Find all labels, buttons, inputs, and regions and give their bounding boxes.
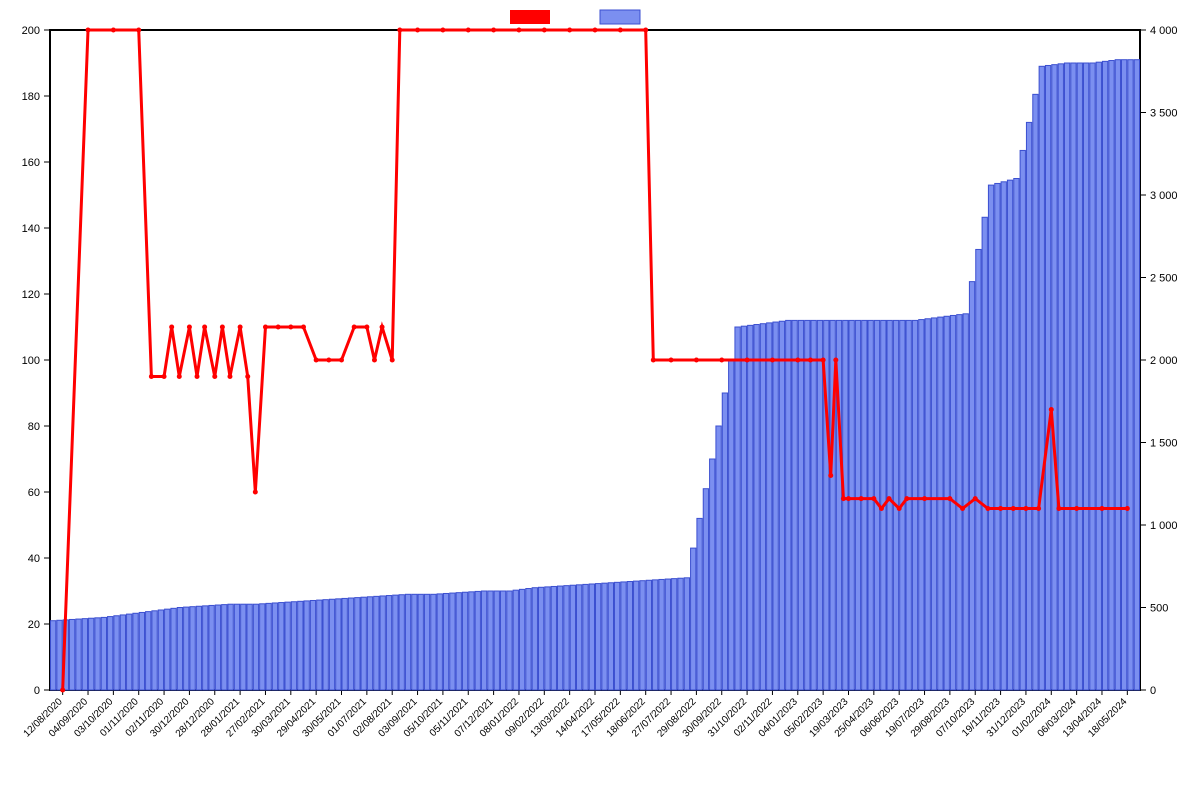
line-marker [846, 496, 851, 501]
line-marker [745, 358, 750, 363]
line-marker [833, 358, 838, 363]
line-marker [808, 358, 813, 363]
line-marker [887, 496, 892, 501]
line-marker [227, 374, 232, 379]
line-marker [301, 325, 306, 330]
line-marker [985, 506, 990, 511]
line-marker [149, 374, 154, 379]
line-marker [60, 688, 65, 693]
line-marker [253, 490, 258, 495]
y-right-tick-label: 0 [1150, 685, 1156, 697]
line-marker [795, 358, 800, 363]
line-marker [491, 28, 496, 33]
line-marker [397, 28, 402, 33]
dual-axis-chart: 0 20 40 60 80 100 120 140 160 180 200 0 500 1 000 1 50… [0, 0, 1200, 800]
line-marker [618, 28, 623, 33]
line-marker [466, 28, 471, 33]
line-marker [195, 374, 200, 379]
line-marker [1011, 506, 1016, 511]
y-right-tick-label: 3 000 [1150, 190, 1178, 202]
y-left-tick-label: 20 [28, 619, 40, 631]
line-marker [372, 358, 377, 363]
y-left-tick-label: 100 [22, 355, 40, 367]
line-marker [770, 358, 775, 363]
y-right-tick-label: 4 000 [1150, 25, 1178, 37]
line-marker [238, 325, 243, 330]
line-marker [1125, 506, 1130, 511]
y-right-tick-label: 3 500 [1150, 108, 1178, 120]
line-marker [516, 28, 521, 33]
line-marker [859, 496, 864, 501]
line-marker [841, 496, 846, 501]
legend-line-swatch [510, 10, 550, 24]
y-right-tick-label: 1 500 [1150, 438, 1178, 450]
line-marker [276, 325, 281, 330]
line-marker [998, 506, 1003, 511]
line-marker [651, 358, 656, 363]
line-marker [352, 325, 357, 330]
line-marker [136, 28, 141, 33]
line-marker [220, 325, 225, 330]
line-marker [415, 28, 420, 33]
y-left-tick-label: 180 [22, 91, 40, 103]
line-marker [177, 374, 182, 379]
y-right-tick-label: 1 000 [1150, 520, 1178, 532]
line-marker [828, 473, 833, 478]
line-marker [669, 358, 674, 363]
y-left-tick-label: 80 [28, 421, 40, 433]
y-right-tick-label: 2 500 [1150, 273, 1178, 285]
chart-container: 0 20 40 60 80 100 120 140 160 180 200 0 500 1 000 1 50… [0, 0, 1200, 800]
y-left-tick-label: 120 [22, 289, 40, 301]
line-marker [111, 28, 116, 33]
line-marker [879, 506, 884, 511]
line-marker [904, 496, 909, 501]
line-marker [897, 506, 902, 511]
y-left-tick-label: 200 [22, 25, 40, 37]
line-marker [202, 325, 207, 330]
line-marker [390, 358, 395, 363]
line-marker [1074, 506, 1079, 511]
line-marker [960, 506, 965, 511]
line-marker [567, 28, 572, 33]
y-left-tick-label: 160 [22, 157, 40, 169]
line-marker [263, 325, 268, 330]
line-marker [1099, 506, 1104, 511]
line-marker [440, 28, 445, 33]
line-marker [922, 496, 927, 501]
line-marker [1049, 407, 1054, 412]
line-marker [86, 28, 91, 33]
y-left-tick-label: 60 [28, 487, 40, 499]
y-left-tick-label: 0 [34, 685, 40, 697]
line-marker [169, 325, 174, 330]
line-marker [212, 374, 217, 379]
y-left-tick-label: 140 [22, 223, 40, 235]
line-marker [1056, 506, 1061, 511]
line-marker [162, 374, 167, 379]
line-marker [542, 28, 547, 33]
line-marker [364, 325, 369, 330]
y-left-tick-label: 40 [28, 553, 40, 565]
line-marker [821, 358, 826, 363]
line-marker [380, 325, 385, 330]
line-marker [719, 358, 724, 363]
line-marker [694, 358, 699, 363]
line-marker [288, 325, 293, 330]
line-marker [593, 28, 598, 33]
line-marker [1036, 506, 1041, 511]
line-marker [643, 28, 648, 33]
line-marker [947, 496, 952, 501]
line-marker [187, 325, 192, 330]
legend-bar-swatch [600, 10, 640, 24]
line-marker [973, 496, 978, 501]
line-marker [871, 496, 876, 501]
line-marker [1023, 506, 1028, 511]
y-right-tick-label: 500 [1150, 603, 1168, 615]
y-right-tick-label: 2 000 [1150, 355, 1178, 367]
line-marker [245, 374, 250, 379]
line-marker [326, 358, 331, 363]
line-marker [339, 358, 344, 363]
line-marker [314, 358, 319, 363]
